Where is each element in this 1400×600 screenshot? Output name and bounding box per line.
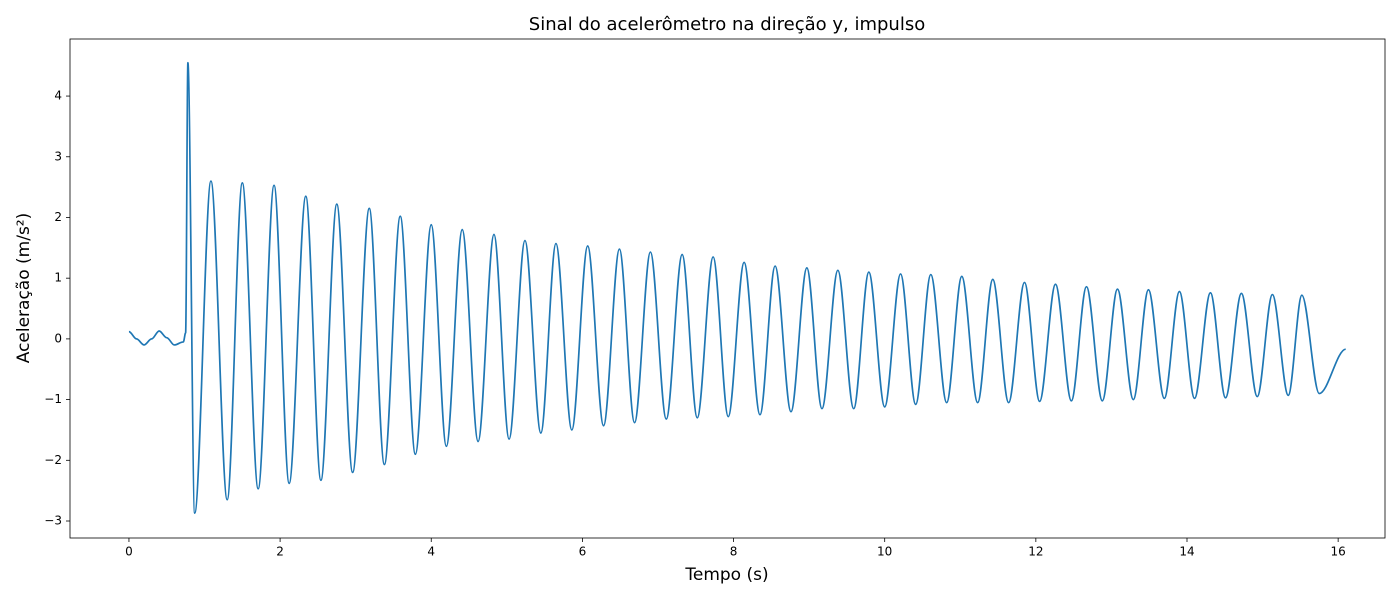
x-tick-label: 16 <box>1331 545 1346 559</box>
y-tick-label: 3 <box>54 149 62 163</box>
plot-frame <box>69 38 1386 539</box>
x-tick-label: 0 <box>125 545 133 559</box>
chart-title: Sinal do acelerômetro na direção y, impu… <box>529 14 925 35</box>
y-tick-label: 2 <box>54 210 62 224</box>
x-tick-label: 6 <box>579 545 587 559</box>
y-axis-label: Aceleração (m/s²) <box>14 213 34 364</box>
y-tick-label: −2 <box>44 453 62 467</box>
x-tick-label: 14 <box>1179 545 1194 559</box>
x-tick-label: 12 <box>1028 545 1043 559</box>
y-tick-label: 0 <box>54 331 62 345</box>
x-tick-label: 8 <box>730 545 738 559</box>
y-tick-label: −3 <box>44 514 62 528</box>
data-line <box>128 61 1347 514</box>
x-axis-label: Tempo (s) <box>684 565 768 585</box>
y-tick-label: 1 <box>54 271 62 285</box>
y-tick-label: −1 <box>44 392 62 406</box>
x-tick-label: 4 <box>427 545 435 559</box>
x-tick-label: 2 <box>276 545 284 559</box>
y-tick-label: 4 <box>54 89 62 103</box>
x-tick-label: 10 <box>877 545 892 559</box>
